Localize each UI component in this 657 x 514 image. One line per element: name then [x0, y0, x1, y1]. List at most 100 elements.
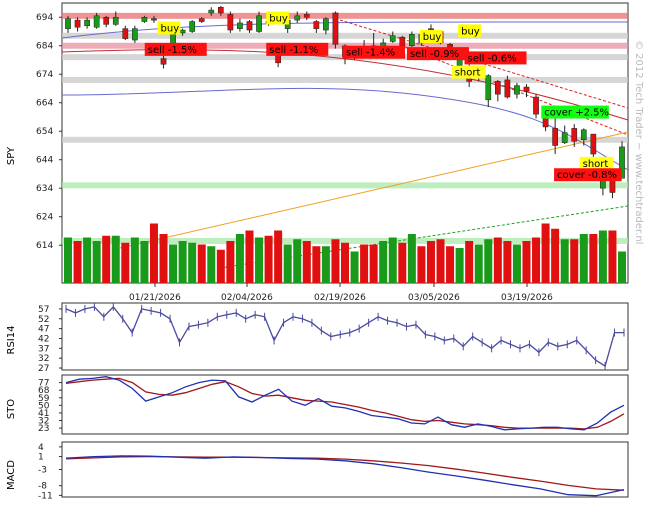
- signal-label: short: [455, 68, 481, 79]
- candle-body: [323, 18, 329, 31]
- price-tick-label: 644: [36, 156, 53, 166]
- date-tick-label: 01/21/2026: [129, 293, 181, 303]
- sto-tick-label: 23: [38, 424, 49, 434]
- candle-body: [179, 29, 186, 34]
- sto-tick-label: 41: [38, 409, 49, 419]
- rsi-tick-label: 47: [38, 325, 49, 335]
- volume-bar: [407, 234, 416, 283]
- macd-tick-label: -8: [38, 482, 47, 492]
- signal-label: buy: [423, 32, 442, 43]
- volume-bar: [197, 244, 206, 283]
- volume-bar: [369, 244, 378, 283]
- candle-body: [494, 81, 501, 95]
- volume-bar: [350, 251, 359, 283]
- level-line: [62, 237, 628, 244]
- signal-label: sell -0.6%: [468, 53, 517, 64]
- volume-bar: [293, 239, 302, 283]
- volume-bar: [140, 241, 149, 283]
- sto-tick-label: 32: [38, 417, 49, 427]
- signal-label-bg: [541, 105, 609, 119]
- signal-label-bg: [144, 42, 207, 56]
- candle-body: [571, 128, 578, 142]
- volume-bar: [589, 234, 598, 283]
- signal-label: sell -1.1%: [269, 45, 318, 56]
- volume-bar: [111, 235, 120, 283]
- level-line: [62, 182, 628, 189]
- volume-bar: [541, 223, 550, 283]
- sto-tick-label: 77: [38, 379, 49, 389]
- rsi-tick-label: 42: [38, 334, 49, 344]
- volume-bar: [493, 237, 502, 283]
- volume-bar: [551, 228, 560, 283]
- date-tick-label: 03/05/2026: [408, 293, 460, 303]
- volume-bar: [446, 246, 455, 283]
- volume-bar: [379, 241, 388, 283]
- volume-bar: [360, 244, 369, 283]
- rsi-tick-label: 57: [38, 305, 49, 315]
- upper-band: [61, 21, 629, 39]
- candle-body: [514, 85, 520, 95]
- volume-bar: [102, 235, 111, 283]
- volume-bar: [178, 241, 187, 283]
- candle-body: [84, 19, 90, 27]
- sto-k-line: [65, 376, 625, 431]
- candle-body: [141, 16, 148, 22]
- volume-bar: [522, 241, 531, 283]
- signal-label-bg: [406, 47, 469, 61]
- volume-bar: [64, 237, 72, 283]
- signal-label: buy: [269, 14, 288, 25]
- rsi-line: [65, 305, 624, 368]
- level-line: [62, 136, 628, 143]
- signal-label: buy: [161, 23, 180, 34]
- volume-bar: [283, 244, 292, 283]
- candle-body: [93, 15, 100, 28]
- moving-average: [61, 49, 629, 121]
- candle-body: [399, 36, 406, 46]
- panel-frame-2: [61, 374, 629, 435]
- long-trend: [119, 131, 629, 249]
- candle-body: [332, 12, 339, 45]
- support-trend: [219, 205, 629, 269]
- signal-label: sell -0.9%: [410, 49, 459, 60]
- volume-bar: [92, 241, 101, 283]
- panel-frame-3: [61, 441, 629, 498]
- volume-bar: [341, 242, 349, 283]
- volume-bar: [436, 239, 445, 283]
- volume-bar: [302, 241, 311, 283]
- watermark: © 2012 Tech Trader ~ www.techtrader.nl: [633, 40, 644, 244]
- sto-ylabel: STO: [6, 399, 17, 419]
- sto-tick-label: 50: [38, 401, 50, 411]
- candle-body: [208, 9, 215, 14]
- candle-body: [132, 28, 138, 41]
- macd-signal-line: [65, 455, 625, 491]
- volume-bar: [264, 235, 273, 283]
- volume-bar: [455, 248, 464, 283]
- volume-bar: [388, 237, 397, 283]
- volume-bar: [417, 246, 426, 283]
- volume-bar: [560, 239, 569, 283]
- volume-bar: [149, 223, 158, 283]
- volume-bar: [426, 241, 435, 283]
- candle-body: [619, 146, 625, 179]
- candle-body: [189, 21, 196, 32]
- rsi-tick-label: 27: [38, 364, 49, 374]
- signal-label-bg: [451, 65, 486, 79]
- volume-bar: [512, 244, 521, 283]
- volume-bar: [235, 234, 244, 283]
- macd-ylabel: MACD: [6, 460, 17, 490]
- candle-body: [103, 16, 110, 25]
- volume-bar: [159, 234, 168, 283]
- candle-body: [237, 22, 243, 29]
- candle-body: [246, 21, 253, 31]
- macd-tick-label: -3: [38, 466, 47, 476]
- volume-bar: [474, 244, 483, 283]
- signal-label-bg: [458, 24, 481, 38]
- candle-body: [533, 96, 539, 115]
- signal-label: sell -1.5%: [148, 45, 197, 56]
- price-tick-label: 674: [36, 70, 53, 80]
- signal-label-bg: [157, 21, 181, 35]
- volume-bar: [484, 239, 493, 283]
- signal-label: buy: [461, 26, 480, 37]
- signal-label-bg: [266, 11, 290, 25]
